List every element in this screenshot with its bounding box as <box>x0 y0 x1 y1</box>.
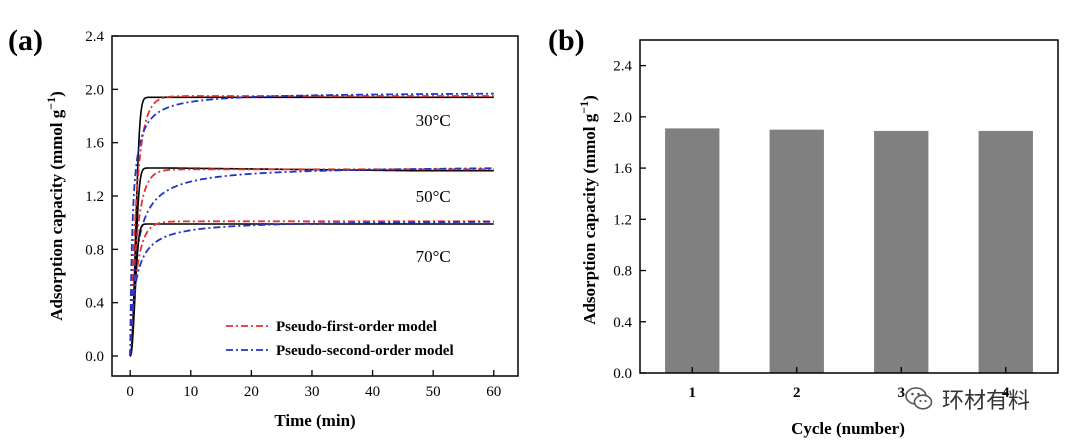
a-ytick-label: 2.4 <box>85 29 104 45</box>
a-temperature-label: 30°C <box>416 111 451 130</box>
panel-a-frame <box>111 35 519 377</box>
b-ytick-label: 2.0 <box>613 110 632 126</box>
a-temperature-label: 50°C <box>416 187 451 206</box>
a-series-pfo <box>129 168 494 357</box>
a-temperature-label: 70°C <box>416 247 451 266</box>
b-bar-cycle-2 <box>769 129 824 373</box>
panel-a-legend: Pseudo-first-order model Pseudo-second-o… <box>226 319 454 359</box>
panel-b-plot: 0.0 0.4 0.8 1.2 1.6 2.0 2.4 1 2 3 4 <box>613 59 1033 401</box>
a-xtick-label: 10 <box>183 384 198 400</box>
panel-a-ytitle: Adsorption capacity (mmol g−1) <box>44 91 66 321</box>
a-series-exp <box>129 223 494 357</box>
panel-a-label: (a) <box>8 24 43 57</box>
panel-a: (a) Adsorption capacity (mmol g−1) Time … <box>8 24 519 430</box>
b-bar-cycle-3 <box>874 130 929 373</box>
a-series-exp <box>129 96 494 357</box>
panel-a-plot: 0.0 0.4 0.8 1.2 1.6 2.0 2.4 0 10 20 30 40 50 60 30°C 50… <box>85 29 501 400</box>
b-xtick-label: 2 <box>793 385 801 401</box>
b-xtick-label: 1 <box>689 385 697 401</box>
b-bar-cycle-1 <box>665 128 720 373</box>
a-series-pso <box>129 220 494 357</box>
a-series-pso <box>129 167 494 357</box>
b-ytick-label: 1.6 <box>613 161 632 177</box>
b-ytick-label: 1.2 <box>613 212 632 228</box>
panel-b-ylabel: Adsorption capacity (mmol g−1) <box>577 95 599 325</box>
panel-b-xlabel: Cycle (number) <box>791 419 905 438</box>
a-series-pfo <box>129 95 494 357</box>
a-xtick-label: 30 <box>304 384 319 400</box>
legend-pso-label: Pseudo-second-order model <box>276 343 454 359</box>
watermark: 环材有料 <box>904 384 1030 414</box>
b-bar-cycle-4 <box>978 130 1033 373</box>
panel-b-ytitle: Adsorption capacity (mmol g−1) <box>577 95 599 325</box>
a-xtick-label: 40 <box>365 384 380 400</box>
watermark-text: 环材有料 <box>942 389 1031 414</box>
a-ytick-label: 0.0 <box>85 349 104 365</box>
a-xtick-label: 0 <box>126 384 134 400</box>
panel-b-frame <box>639 39 1059 374</box>
b-xtick-label: 3 <box>898 385 906 401</box>
a-xtick-label: 20 <box>244 384 259 400</box>
panel-b: (b) Adsorption capacity (mmol g−1) Cycle… <box>548 24 1059 438</box>
a-ytick-label: 1.6 <box>85 136 104 152</box>
legend-pfo-label: Pseudo-first-order model <box>276 319 437 335</box>
b-ytick-label: 0.4 <box>613 315 632 331</box>
panel-b-label: (b) <box>548 24 585 57</box>
a-ytick-label: 1.2 <box>85 189 104 205</box>
a-series-pfo <box>129 220 494 357</box>
a-ytick-label: 2.0 <box>85 82 104 98</box>
b-xtick-label: 4 <box>1002 385 1010 401</box>
b-ytick-label: 2.4 <box>613 59 632 75</box>
a-xtick-label: 50 <box>426 384 441 400</box>
a-ytick-label: 0.4 <box>85 296 104 312</box>
a-xtick-label: 60 <box>486 384 501 400</box>
panel-a-ylabel: Adsorption capacity (mmol g−1) <box>44 91 66 321</box>
a-series-pso <box>129 92 494 357</box>
b-ytick-label: 0.0 <box>613 366 632 382</box>
b-ytick-label: 0.8 <box>613 264 632 280</box>
panel-a-xlabel: Time (min) <box>274 411 355 430</box>
a-series-exp <box>129 167 494 357</box>
wechat-icon <box>905 387 933 410</box>
a-ytick-label: 0.8 <box>85 242 104 258</box>
